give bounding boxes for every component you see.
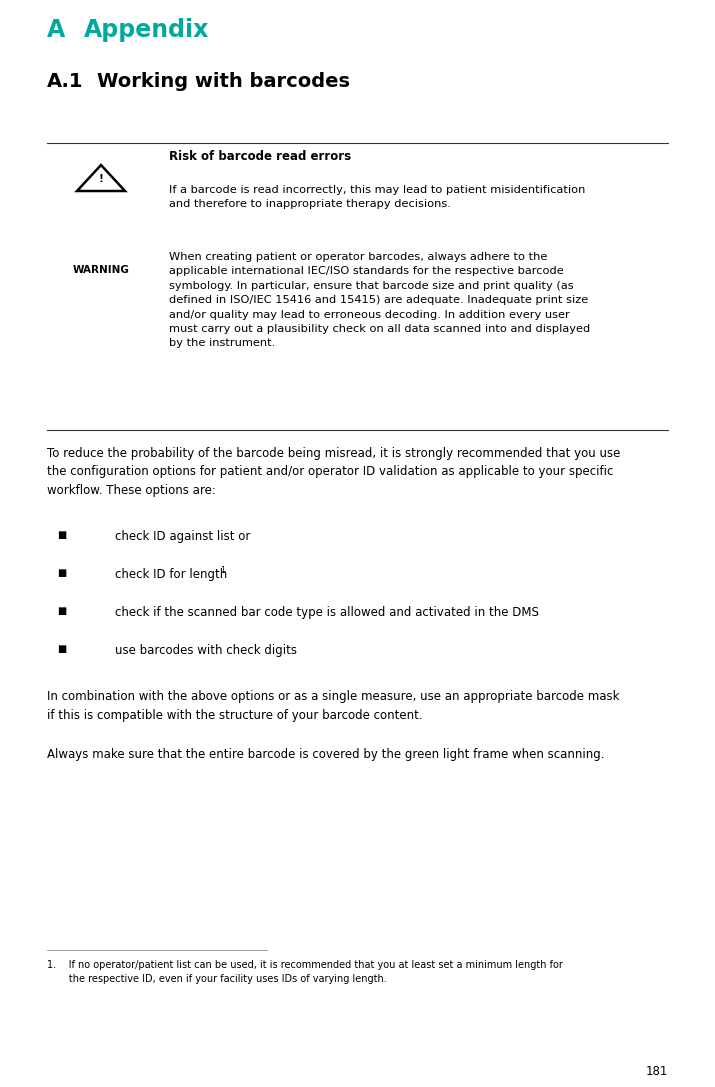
Text: A: A [47, 18, 65, 42]
Text: check if the scanned bar code type is allowed and activated in the DMS: check if the scanned bar code type is al… [115, 605, 539, 619]
Text: ■: ■ [57, 644, 66, 654]
Text: A.1: A.1 [47, 72, 84, 91]
Text: use barcodes with check digits: use barcodes with check digits [115, 644, 297, 657]
Text: ■: ■ [57, 569, 66, 578]
Text: Appendix: Appendix [84, 18, 209, 42]
Text: 1: 1 [220, 566, 225, 575]
Text: When creating patient or operator barcodes, always adhere to the
applicable inte: When creating patient or operator barcod… [169, 252, 591, 349]
Text: check ID against list or: check ID against list or [115, 530, 250, 544]
Text: !: ! [99, 174, 104, 185]
Text: Risk of barcode read errors: Risk of barcode read errors [169, 150, 351, 163]
Text: If a barcode is read incorrectly, this may lead to patient misidentification
and: If a barcode is read incorrectly, this m… [169, 185, 586, 210]
Text: ■: ■ [57, 530, 66, 540]
Text: 181: 181 [646, 1065, 668, 1078]
Text: Working with barcodes: Working with barcodes [97, 72, 350, 91]
Text: WARNING: WARNING [72, 265, 129, 275]
Text: 1.    If no operator/patient list can be used, it is recommended that you at lea: 1. If no operator/patient list can be us… [47, 960, 563, 984]
Text: check ID for length: check ID for length [115, 569, 227, 580]
Text: To reduce the probability of the barcode being misread, it is strongly recommend: To reduce the probability of the barcode… [47, 447, 621, 497]
Text: Always make sure that the entire barcode is covered by the green light frame whe: Always make sure that the entire barcode… [47, 748, 604, 761]
Text: ■: ■ [57, 605, 66, 616]
Text: In combination with the above options or as a single measure, use an appropriate: In combination with the above options or… [47, 690, 619, 722]
